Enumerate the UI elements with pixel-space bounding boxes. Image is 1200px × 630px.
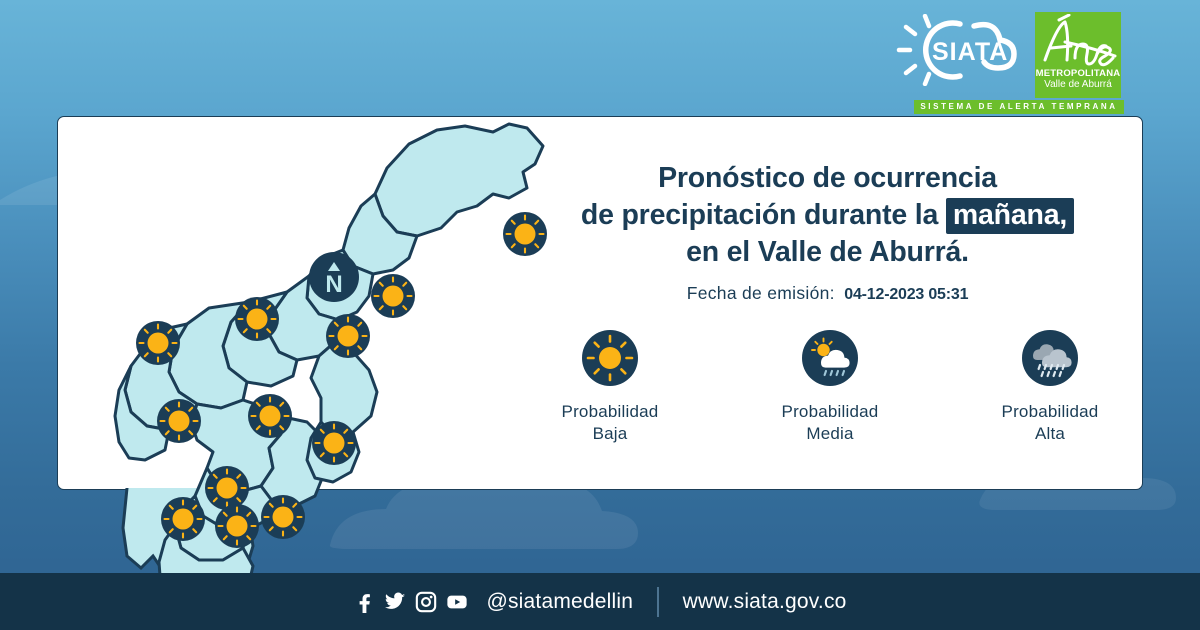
instagram-icon[interactable] bbox=[415, 591, 437, 613]
station-sun-icon bbox=[369, 272, 417, 320]
area-script-icon bbox=[1043, 14, 1117, 67]
emission-date: Fecha de emisión: 04-12-2023 05:31 bbox=[515, 283, 1140, 304]
twitter-icon[interactable] bbox=[384, 591, 406, 613]
youtube-icon[interactable] bbox=[446, 591, 468, 613]
social-handle[interactable]: @siatamedellin bbox=[486, 589, 634, 613]
headline-line-3: en el Valle de Aburrá. bbox=[686, 236, 969, 268]
siata-wordmark: SIATA bbox=[932, 38, 1009, 66]
legend-label-media-l1: Probabilidad bbox=[781, 402, 879, 421]
legend-label-media-l2: Media bbox=[806, 424, 854, 443]
headline-line-2-text: de precipitación durante la bbox=[580, 199, 939, 231]
station-icon-layer bbox=[134, 210, 549, 586]
station-sun-icon bbox=[259, 493, 307, 541]
legend-label-baja-l1: Probabilidad bbox=[561, 402, 659, 421]
map-region bbox=[113, 364, 171, 462]
station-sun-icon bbox=[246, 392, 294, 440]
footer-bar: @siatamedellin www.siata.gov.co bbox=[0, 573, 1200, 630]
legend-item-baja: Probabilidad Baja bbox=[515, 330, 705, 445]
area-line2: Valle de Aburrá bbox=[1044, 79, 1112, 90]
page-title: Pronóstico de ocurrencia de precipitació… bbox=[515, 160, 1140, 271]
sun-cloud-rain-icon bbox=[802, 330, 858, 386]
legend-label-alta-l2: Alta bbox=[1034, 424, 1066, 443]
headline-line-1: Pronóstico de ocurrencia bbox=[658, 162, 997, 194]
station-sun-icon bbox=[155, 397, 203, 445]
station-sun-icon bbox=[203, 464, 251, 512]
legend-label-alta: Probabilidad Alta bbox=[955, 401, 1145, 445]
website-url[interactable]: www.siata.gov.co bbox=[682, 589, 847, 613]
emission-date-label: Fecha de emisión: bbox=[686, 283, 835, 303]
legend-label-media: Probabilidad Media bbox=[735, 401, 925, 445]
legend-item-media: Probabilidad Media bbox=[735, 330, 925, 445]
cloud-heavy-rain-icon bbox=[1022, 330, 1078, 386]
facebook-icon[interactable] bbox=[353, 591, 375, 613]
brand-logos: SIATA METROPOLITANA Valle de Aburrá SIST… bbox=[896, 12, 1128, 114]
legend-label-baja: Probabilidad Baja bbox=[515, 401, 705, 445]
map-region bbox=[341, 192, 419, 276]
siata-sun-cloud-icon bbox=[896, 14, 1017, 86]
headline-line-2: de precipitación durante la mañana, bbox=[515, 197, 1140, 234]
station-sun-icon bbox=[324, 312, 372, 360]
footer-divider bbox=[657, 586, 659, 617]
compass-label: N bbox=[325, 271, 342, 298]
siata-tagline: SISTEMA DE ALERTA TEMPRANA bbox=[914, 100, 1124, 114]
station-sun-icon bbox=[159, 495, 207, 543]
headline-highlight: mañana, bbox=[945, 198, 1075, 234]
station-sun-icon bbox=[213, 502, 261, 550]
map-svg: N bbox=[113, 122, 545, 586]
area-line1: METROPOLITANA bbox=[1035, 68, 1121, 79]
forecast-text-block: Pronóstico de ocurrencia de precipitació… bbox=[515, 160, 1140, 304]
station-sun-icon bbox=[233, 295, 281, 343]
probability-legend: Probabilidad Baja Probabilidad Med bbox=[500, 330, 1160, 445]
emission-date-value: 04-12-2023 05:31 bbox=[844, 286, 969, 303]
station-sun-icon bbox=[310, 419, 358, 467]
compass-rose: N bbox=[309, 252, 359, 302]
social-icons bbox=[353, 591, 468, 613]
legend-label-baja-l2: Baja bbox=[592, 424, 628, 443]
valle-de-aburra-map: N bbox=[57, 116, 577, 586]
sun-icon bbox=[582, 330, 638, 386]
legend-label-alta-l1: Probabilidad bbox=[1001, 402, 1099, 421]
station-sun-icon bbox=[134, 319, 182, 367]
legend-item-alta: Probabilidad Alta bbox=[955, 330, 1145, 445]
area-metropolitana-logo: METROPOLITANA Valle de Aburrá bbox=[1035, 12, 1121, 98]
